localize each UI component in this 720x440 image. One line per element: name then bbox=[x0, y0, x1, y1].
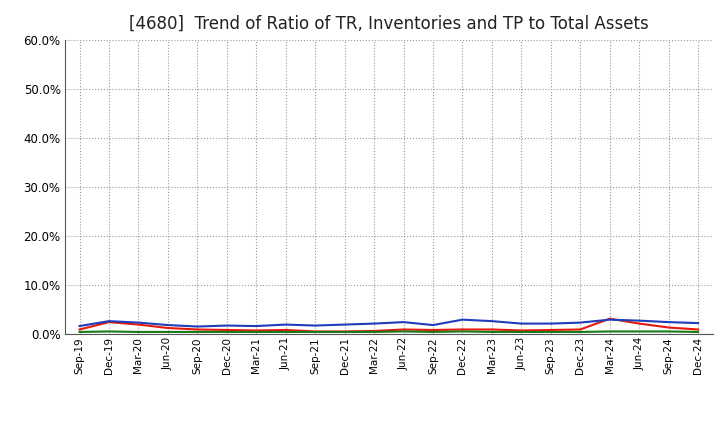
Inventories bbox=[341, 322, 349, 327]
Inventories bbox=[193, 324, 202, 329]
Trade Receivables bbox=[606, 316, 614, 321]
Trade Receivables bbox=[576, 327, 585, 332]
Trade Payables bbox=[104, 329, 113, 334]
Inventories bbox=[546, 321, 555, 326]
Trade Receivables bbox=[163, 325, 172, 330]
Trade Receivables bbox=[546, 327, 555, 333]
Trade Payables bbox=[428, 329, 437, 334]
Trade Payables bbox=[193, 329, 202, 334]
Trade Receivables bbox=[399, 327, 408, 332]
Trade Payables bbox=[222, 329, 231, 334]
Inventories bbox=[311, 323, 320, 328]
Trade Payables bbox=[311, 329, 320, 334]
Trade Payables bbox=[370, 329, 379, 334]
Title: [4680]  Trend of Ratio of TR, Inventories and TP to Total Assets: [4680] Trend of Ratio of TR, Inventories… bbox=[129, 15, 649, 33]
Inventories bbox=[75, 323, 84, 329]
Trade Receivables bbox=[635, 321, 644, 326]
Inventories bbox=[487, 319, 496, 324]
Trade Payables bbox=[517, 329, 526, 334]
Trade Receivables bbox=[282, 327, 290, 333]
Trade Receivables bbox=[487, 327, 496, 332]
Inventories bbox=[635, 318, 644, 323]
Line: Trade Payables: Trade Payables bbox=[79, 331, 698, 332]
Trade Receivables bbox=[341, 329, 349, 334]
Trade Payables bbox=[163, 329, 172, 334]
Inventories bbox=[370, 321, 379, 326]
Inventories bbox=[134, 320, 143, 325]
Inventories bbox=[458, 317, 467, 322]
Trade Payables bbox=[282, 329, 290, 334]
Inventories bbox=[665, 319, 673, 325]
Trade Payables bbox=[75, 329, 84, 334]
Inventories bbox=[428, 323, 437, 328]
Trade Payables bbox=[399, 329, 408, 334]
Trade Receivables bbox=[665, 325, 673, 330]
Trade Payables bbox=[606, 329, 614, 334]
Trade Receivables bbox=[252, 328, 261, 333]
Inventories bbox=[252, 323, 261, 329]
Trade Receivables bbox=[222, 327, 231, 333]
Trade Payables bbox=[665, 329, 673, 334]
Inventories bbox=[517, 321, 526, 326]
Inventories bbox=[399, 319, 408, 325]
Trade Payables bbox=[635, 329, 644, 334]
Trade Receivables bbox=[370, 328, 379, 334]
Inventories bbox=[222, 323, 231, 328]
Inventories bbox=[606, 317, 614, 322]
Inventories bbox=[576, 320, 585, 325]
Trade Payables bbox=[546, 329, 555, 334]
Trade Payables bbox=[576, 329, 585, 334]
Line: Trade Receivables: Trade Receivables bbox=[79, 319, 698, 331]
Trade Receivables bbox=[458, 327, 467, 332]
Trade Receivables bbox=[694, 327, 703, 332]
Trade Payables bbox=[341, 329, 349, 334]
Trade Payables bbox=[487, 329, 496, 334]
Trade Receivables bbox=[134, 322, 143, 327]
Trade Receivables bbox=[517, 328, 526, 333]
Trade Payables bbox=[458, 329, 467, 334]
Trade Payables bbox=[694, 329, 703, 334]
Inventories bbox=[694, 320, 703, 326]
Inventories bbox=[282, 322, 290, 327]
Inventories bbox=[163, 323, 172, 328]
Trade Payables bbox=[252, 329, 261, 334]
Inventories bbox=[104, 319, 113, 324]
Trade Payables bbox=[134, 329, 143, 334]
Trade Receivables bbox=[75, 327, 84, 332]
Trade Receivables bbox=[104, 319, 113, 325]
Trade Receivables bbox=[311, 329, 320, 334]
Line: Inventories: Inventories bbox=[79, 319, 698, 326]
Trade Receivables bbox=[428, 327, 437, 333]
Trade Receivables bbox=[193, 327, 202, 332]
